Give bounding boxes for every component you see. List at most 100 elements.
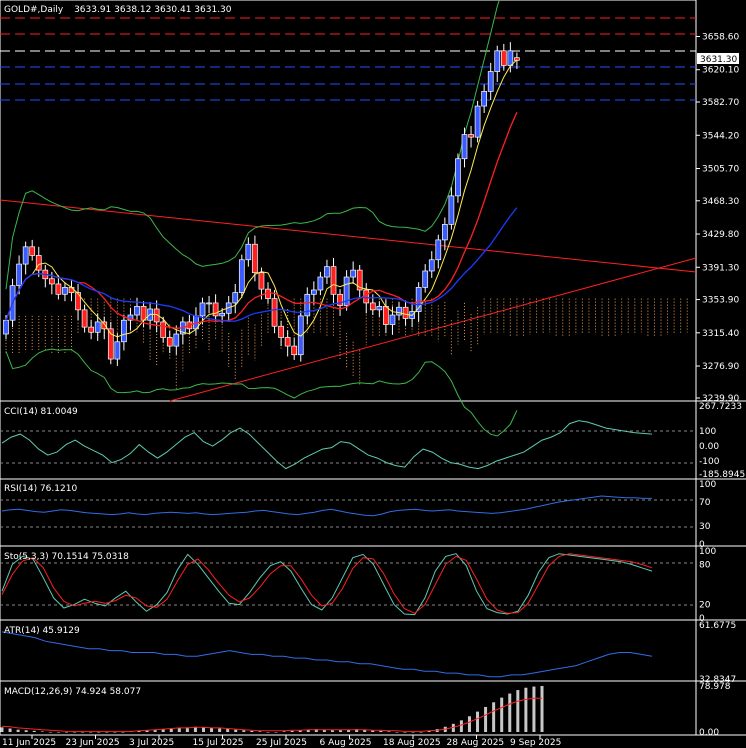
x-tick-label: 11 Jun 2025: [2, 738, 56, 748]
candle-body: [3, 319, 9, 335]
macd-hist-bar: [459, 720, 463, 732]
candle-body: [101, 321, 108, 330]
macd-hist-bar: [282, 731, 286, 732]
candle-body: [252, 243, 258, 274]
candle-body: [343, 276, 350, 306]
indicators-layer: [0, 420, 653, 733]
macd-hist-bar: [97, 732, 101, 733]
y-tick-label: 3239.90: [702, 394, 739, 404]
macd-hist-bar: [540, 685, 544, 732]
candle-body: [494, 50, 501, 72]
macd-hist-bar: [24, 730, 28, 732]
candle-body: [121, 319, 127, 343]
candle-body: [22, 246, 29, 265]
candle-body: [173, 333, 180, 347]
candle-body: [455, 158, 461, 197]
macd-hist-bar: [169, 728, 173, 732]
indicator-y-tick: -100: [699, 457, 720, 467]
candle-body: [428, 259, 435, 272]
candle-body: [62, 287, 68, 295]
bb-lower-line: [5, 348, 518, 437]
macd-hist-bar: [427, 730, 431, 732]
candle-body: [160, 321, 167, 338]
macd-hist-bar: [161, 729, 165, 732]
y-tick-label: 3505.70: [702, 164, 739, 174]
macd-hist-bar: [371, 730, 375, 732]
indicator-levels: [0, 430, 696, 606]
macd-hist-bar: [0, 727, 4, 732]
symbol-label: GOLD#,Daily: [4, 5, 64, 15]
macd-hist-bar: [16, 729, 20, 732]
macd-hist-bar: [314, 729, 318, 732]
y-tick-label: 3353.90: [702, 296, 739, 306]
macd-hist-bar: [81, 732, 85, 733]
candle-body: [75, 292, 81, 311]
candle-body: [297, 315, 304, 356]
macd-hist-bar: [355, 729, 359, 732]
chart-title: GOLD#,Daily 3633.91 3638.12 3630.41 3631…: [4, 5, 232, 15]
candle-body: [199, 302, 206, 317]
candle-body: [324, 266, 330, 278]
macd-hist-bar: [113, 732, 117, 733]
macd-hist-bar: [185, 727, 189, 732]
macd-hist-bar: [210, 727, 214, 732]
candle-body: [330, 266, 337, 295]
candle-body: [238, 259, 245, 293]
candle-body: [212, 302, 219, 317]
candle-body: [500, 50, 507, 66]
x-tick-label: 3 Jul 2025: [129, 738, 174, 748]
y-tick-label: 3468.30: [702, 197, 739, 207]
chart-frame: [0, 0, 697, 736]
macd-hist-bar: [105, 732, 109, 733]
macd-hist-bar: [242, 730, 246, 732]
macd-hist-bar: [89, 732, 93, 733]
macd-hist-bar: [177, 727, 181, 732]
macd-hist-bar: [137, 730, 141, 732]
candle-body: [435, 239, 442, 261]
candle-body: [219, 312, 225, 317]
candle-body: [468, 134, 474, 138]
indicator-y-tick: 100: [699, 480, 716, 490]
macd-hist-bar: [419, 732, 423, 733]
y-tick-label: 3391.30: [702, 263, 739, 273]
ma-fast-line: [5, 59, 518, 338]
candle-body: [284, 337, 291, 347]
indicator-y-tick: -185.8945: [699, 470, 745, 480]
candle-body: [232, 292, 239, 304]
indicator-y-tick: 100: [699, 547, 716, 557]
x-tick-label: 6 Aug 2025: [320, 738, 372, 748]
macd-hist-bar: [516, 690, 520, 732]
macd-hist-bar: [258, 731, 262, 732]
macd-hist-bar: [201, 727, 205, 732]
macd-hist-bar: [153, 729, 157, 732]
candle-body: [258, 272, 265, 290]
y-tick-label: 3620.10: [702, 66, 739, 76]
macd-hist-bar: [379, 730, 383, 732]
macd-hist-bar: [8, 728, 12, 732]
macd-hist-bar: [226, 729, 230, 732]
indicator-y-tick: 20: [699, 601, 711, 611]
macd-hist-bar: [532, 686, 536, 732]
candle-body: [383, 306, 389, 325]
macd-hist-bar: [467, 716, 471, 732]
candle-body: [166, 337, 173, 347]
macd-hist-bar: [73, 732, 77, 733]
macd-hist-bar: [56, 732, 60, 733]
macd-signal-line: [1, 697, 542, 732]
current-price-box: [697, 53, 739, 64]
x-tick-label: 25 Jul 2025: [256, 738, 307, 748]
indicator-y-tick: 0.00: [699, 442, 719, 452]
candle-body: [350, 269, 356, 278]
candle-body: [278, 325, 284, 338]
candle-body: [448, 195, 455, 225]
macd-hist-bar: [363, 729, 367, 732]
macd-hist-bar: [484, 706, 488, 732]
macd-hist-bar: [500, 697, 504, 732]
y-tick-label: 3315.40: [702, 329, 739, 339]
x-tick-label: 15 Jul 2025: [193, 738, 244, 748]
macd-hist-bar: [193, 726, 197, 732]
moving-averages-layer: [5, 59, 518, 338]
candle-body: [311, 289, 317, 295]
candle-body: [140, 306, 147, 321]
main-hlines: [0, 17, 697, 402]
